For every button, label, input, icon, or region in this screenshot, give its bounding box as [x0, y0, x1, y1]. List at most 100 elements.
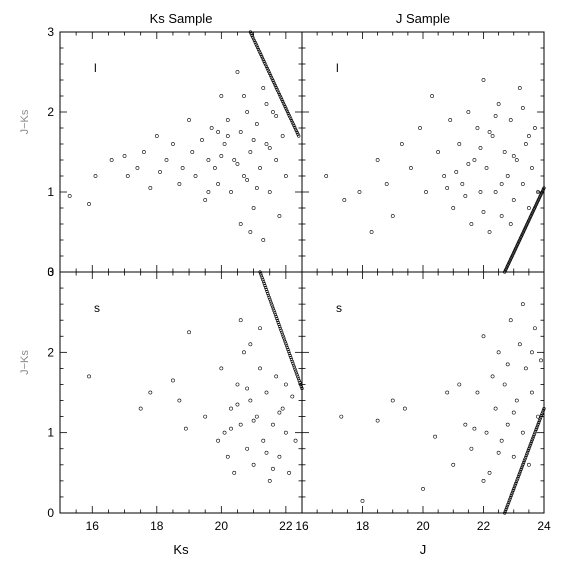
limit-point [276, 320, 280, 325]
limit-point [505, 504, 509, 508]
data-point [225, 134, 230, 138]
data-point [433, 434, 438, 439]
data-point [87, 374, 91, 379]
data-point [384, 182, 389, 186]
data-point [466, 110, 471, 114]
data-point [493, 406, 498, 411]
data-point [177, 398, 182, 403]
data-point [520, 106, 525, 110]
data-point [274, 114, 279, 118]
data-point [200, 138, 204, 142]
limit-point [289, 355, 293, 360]
data-point [290, 394, 295, 399]
limit-point [296, 375, 300, 379]
data-point [493, 114, 498, 118]
data-point [424, 190, 428, 194]
data-point [469, 446, 474, 451]
data-point [520, 302, 525, 307]
data-point [487, 130, 492, 134]
data-point [235, 402, 240, 407]
data-point [478, 190, 483, 194]
data-point [267, 190, 272, 194]
limit-point [285, 344, 289, 348]
data-point [141, 150, 146, 154]
limit-point [272, 80, 276, 84]
limit-point [259, 52, 263, 57]
data-point [87, 202, 91, 206]
data-point [508, 222, 513, 226]
limit-point [269, 301, 273, 305]
data-point [225, 118, 230, 122]
data-point [502, 150, 507, 154]
limit-point [274, 85, 278, 90]
limit-point [268, 71, 272, 76]
x-tick-label: 20 [215, 519, 229, 533]
data-point [277, 214, 282, 218]
data-point [164, 158, 169, 162]
x-tick-label: 16 [295, 519, 309, 533]
data-point [258, 166, 262, 170]
data-point [148, 186, 153, 190]
data-point [505, 174, 510, 178]
data-point [254, 122, 259, 126]
data-point [216, 438, 221, 443]
data-point [264, 142, 269, 146]
data-point [258, 366, 262, 371]
limit-point [277, 91, 281, 95]
data-point [212, 166, 217, 170]
data-point [511, 454, 516, 459]
limit-point [262, 282, 266, 286]
data-point [206, 158, 211, 162]
y-tick-label: 0 [47, 506, 54, 520]
data-point [271, 422, 275, 427]
data-point [505, 422, 510, 427]
limit-point [259, 272, 263, 276]
x-tick-label: 20 [416, 519, 430, 533]
limit-point [298, 381, 302, 385]
limit-point [514, 481, 518, 486]
y-tick-label: 1 [47, 185, 54, 199]
limit-point [269, 75, 273, 79]
limit-point [530, 438, 534, 442]
data-point [277, 454, 282, 459]
limit-point [264, 287, 268, 292]
data-point [229, 406, 233, 411]
limit-point [529, 441, 533, 445]
data-point [514, 158, 519, 162]
data-point [225, 454, 230, 459]
limit-point [286, 111, 290, 116]
panel-title: Ks Sample [150, 11, 213, 26]
data-point [283, 174, 288, 178]
limit-point [514, 480, 519, 484]
data-point [148, 390, 153, 395]
x-axis-label: J [420, 542, 427, 557]
limit-point [518, 471, 522, 475]
limit-point [258, 270, 262, 274]
limit-point [266, 293, 271, 297]
data-point [271, 466, 275, 471]
limit-point [503, 509, 507, 513]
data-point [466, 162, 471, 166]
data-point [235, 382, 240, 387]
data-point [238, 222, 243, 226]
data-point [526, 134, 531, 138]
data-point [254, 414, 259, 419]
data-point [261, 86, 266, 90]
limit-point [254, 42, 258, 46]
data-point [478, 146, 483, 150]
limit-point [287, 351, 292, 356]
data-point [514, 398, 519, 403]
limit-point [533, 429, 538, 433]
limit-point [523, 457, 527, 461]
limit-point [282, 103, 286, 107]
y-tick-label: 3 [47, 265, 54, 279]
limit-point [268, 299, 273, 303]
limit-point [250, 33, 254, 38]
limit-point [252, 39, 257, 43]
limit-point [277, 92, 282, 96]
data-point [508, 118, 513, 122]
limit-point [524, 455, 528, 459]
limit-point [506, 502, 510, 506]
data-point [454, 170, 459, 174]
